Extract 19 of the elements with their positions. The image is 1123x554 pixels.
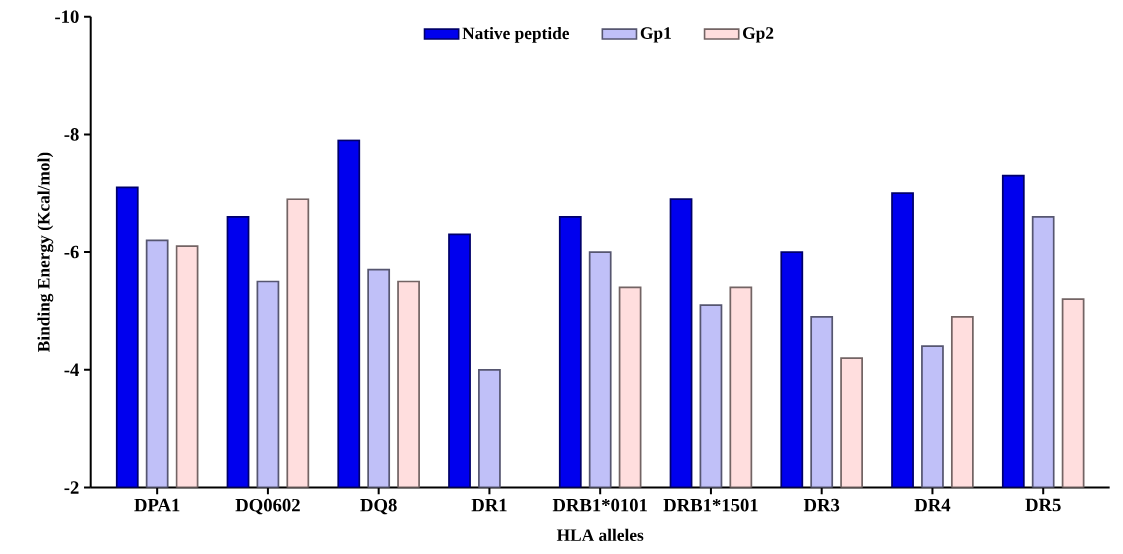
y-tick-label: -2: [64, 481, 79, 494]
x-tick-label: DR1: [471, 498, 507, 512]
legend-label: Gp2: [743, 27, 774, 43]
legend-label: Native peptide: [462, 26, 570, 43]
y-tick-label: -4: [64, 363, 79, 376]
x-tick-label: DR4: [914, 498, 951, 512]
y-tick-label: -8: [64, 128, 79, 141]
x-tick-label: DR5: [1025, 498, 1061, 512]
x-tick-label: DR3: [803, 498, 840, 512]
y-tick-label: -6: [64, 245, 79, 259]
x-tick-label: DQ0602: [235, 498, 300, 515]
x-tick-label: DQ8: [360, 498, 397, 515]
x-tick-label: DPA1: [134, 498, 180, 512]
x-axis-title: HLA alleles: [556, 528, 644, 541]
y-axis-title: Binding Energy (Kcal/mol): [37, 152, 54, 352]
legend-label: Gp1: [640, 27, 671, 43]
x-tick-label: DRB1*0101: [552, 498, 647, 512]
y-tick-label: -10: [55, 10, 79, 23]
x-tick-label: DRB1*1501: [663, 498, 758, 512]
